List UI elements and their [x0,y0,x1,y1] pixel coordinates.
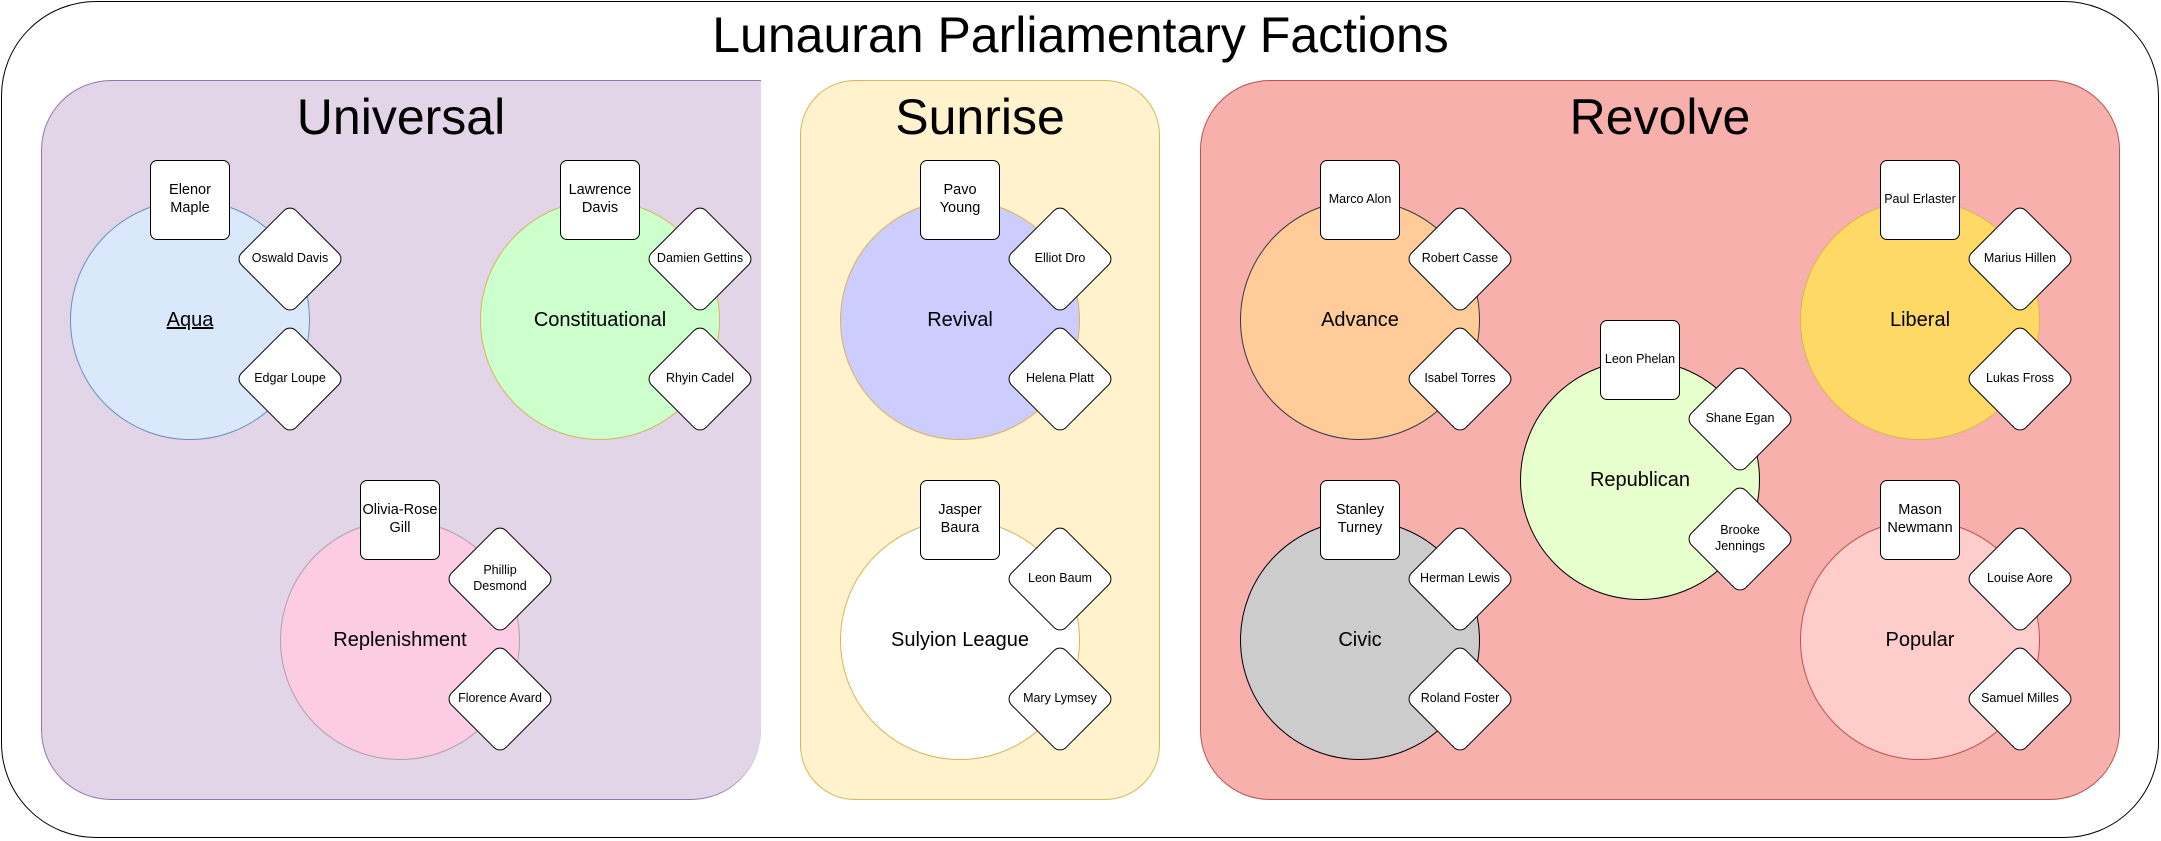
member-name: Robert Casse [1421,251,1499,266]
member-name: Phillip Desmond [473,563,527,593]
member-name: Helena Platt [1025,371,1095,386]
member-name: Isabel Torres [1424,371,1496,386]
member-name: Edgar Loupe [254,371,326,386]
leader-constituational: Lawrence Davis [560,160,640,240]
member-name: Oswald Davis [251,251,329,266]
member-name: Louise Aore [1986,571,2054,586]
leader-name: Leon Phelan [1604,352,1676,367]
leader-republican: Leon Phelan [1600,320,1680,400]
leader-name: Pavo Young [939,182,981,216]
member-name: Samuel Milles [1981,691,2059,706]
party-label-replenishment: Replenishment [333,628,467,651]
leader-civic: Stanley Turney [1320,480,1400,560]
leader-name: Stanley Turney [1335,502,1385,536]
leader-name: Marco Alon [1328,192,1392,207]
member-name: Lukas Fross [1985,371,2055,386]
member-name: Mary Lymsey [1023,691,1097,706]
leader-advance: Marco Alon [1320,160,1400,240]
party-label-constituational: Constituational [533,308,667,331]
party-label-civic: Civic [1338,628,1382,651]
party-label-sulyion-league: Sulyion League [891,628,1029,651]
group-title-universal: Universal [296,89,506,145]
leader-name: Jasper Baura [938,502,982,536]
member-name: Marius Hillen [1983,251,2057,266]
member-name: Brooke Jennings [1714,523,1766,553]
party-label-advance: Advance [1321,308,1399,331]
member-name: Roland Foster [1420,691,1500,706]
leader-name: Elenor Maple [169,182,211,216]
diagram-title: Lunauran Parliamentary Factions [712,7,1449,63]
leader-liberal: Paul Erlaster [1880,160,1960,240]
party-label-aqua: Aqua [166,308,214,331]
member-name: Florence Avard [458,691,542,706]
leader-popular: Mason Newmann [1880,480,1960,560]
leader-replenishment: Olivia-Rose Gill [360,480,440,560]
member-name: Elliot Dro [1034,251,1086,266]
leader-name: Olivia-Rose Gill [362,502,438,536]
party-label-liberal: Liberal [1889,308,1951,331]
member-name: Shane Egan [1705,411,1775,426]
leader-name: Paul Erlaster [1884,192,1956,207]
group-title-revolve: Revolve [1569,89,1751,145]
member-name: Damien Gettins [656,251,744,266]
member-name: Leon Baum [1028,571,1092,586]
party-label-republican: Republican [1589,468,1691,491]
leader-revival: Pavo Young [920,160,1000,240]
party-label-revival: Revival [927,308,993,331]
group-title-sunrise: Sunrise [895,89,1065,145]
leader-name: Mason Newmann [1887,502,1953,536]
member-name: Herman Lewis [1420,571,1500,586]
member-name: Rhyin Cadel [665,371,735,386]
leader-aqua: Elenor Maple [150,160,230,240]
leader-name: Lawrence Davis [568,182,632,216]
leader-sulyion-league: Jasper Baura [920,480,1000,560]
party-label-popular: Popular [1885,628,1955,651]
